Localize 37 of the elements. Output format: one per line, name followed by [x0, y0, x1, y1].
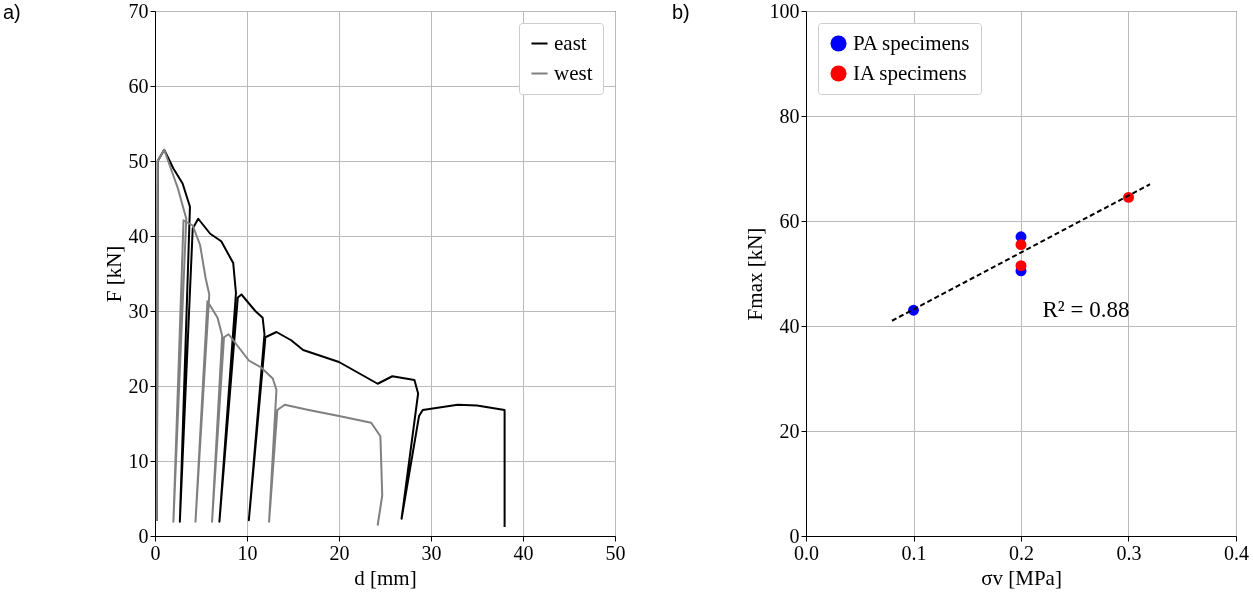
y-tick-label: 60 [128, 74, 149, 97]
y-tick-label: 80 [779, 104, 800, 127]
y-tick-label: 20 [128, 374, 149, 397]
y-tick-label: 0 [138, 524, 149, 547]
y-tick-label: 30 [128, 299, 149, 322]
y-tick-label: 50 [128, 149, 149, 172]
point [1015, 239, 1027, 251]
legend-label: east [554, 30, 587, 55]
x-tick-label: 50 [605, 541, 626, 564]
y-axis-title: F [kN] [101, 245, 126, 303]
annotation: R² = 0.88 [1042, 297, 1130, 323]
x-tick-label: 0.1 [901, 541, 927, 564]
x-axis-title: σv [MPa] [981, 565, 1062, 590]
x-tick-label: 0.2 [1009, 541, 1034, 564]
x-tick-label: 0.3 [1116, 541, 1142, 564]
x-tick-label: 10 [237, 541, 258, 564]
chart-title: b) [672, 1, 690, 23]
y-tick-label: 20 [779, 419, 800, 442]
y-tick-label: 100 [769, 0, 800, 22]
legend-label: IA specimens [853, 60, 967, 85]
y-tick-label: 40 [779, 314, 800, 337]
x-tick-label: 20 [329, 541, 350, 564]
legend-label: west [554, 60, 593, 85]
line-series [155, 148, 384, 527]
y-tick-label: 40 [128, 224, 149, 247]
y-tick-label: 0 [789, 524, 800, 547]
x-tick-label: 40 [513, 541, 534, 564]
y-tick-label: 10 [128, 449, 149, 472]
y-axis-title: Fmax [kN] [742, 227, 767, 321]
x-axis-title: d [mm] [354, 565, 417, 590]
x-tick-label: 0.4 [1224, 541, 1249, 564]
point [1015, 260, 1027, 272]
y-tick-label: 70 [128, 0, 149, 22]
chart-title: a) [3, 1, 21, 23]
legend-label: PA specimens [853, 30, 970, 55]
x-tick-label: 30 [421, 541, 442, 564]
y-tick-label: 60 [779, 209, 800, 232]
